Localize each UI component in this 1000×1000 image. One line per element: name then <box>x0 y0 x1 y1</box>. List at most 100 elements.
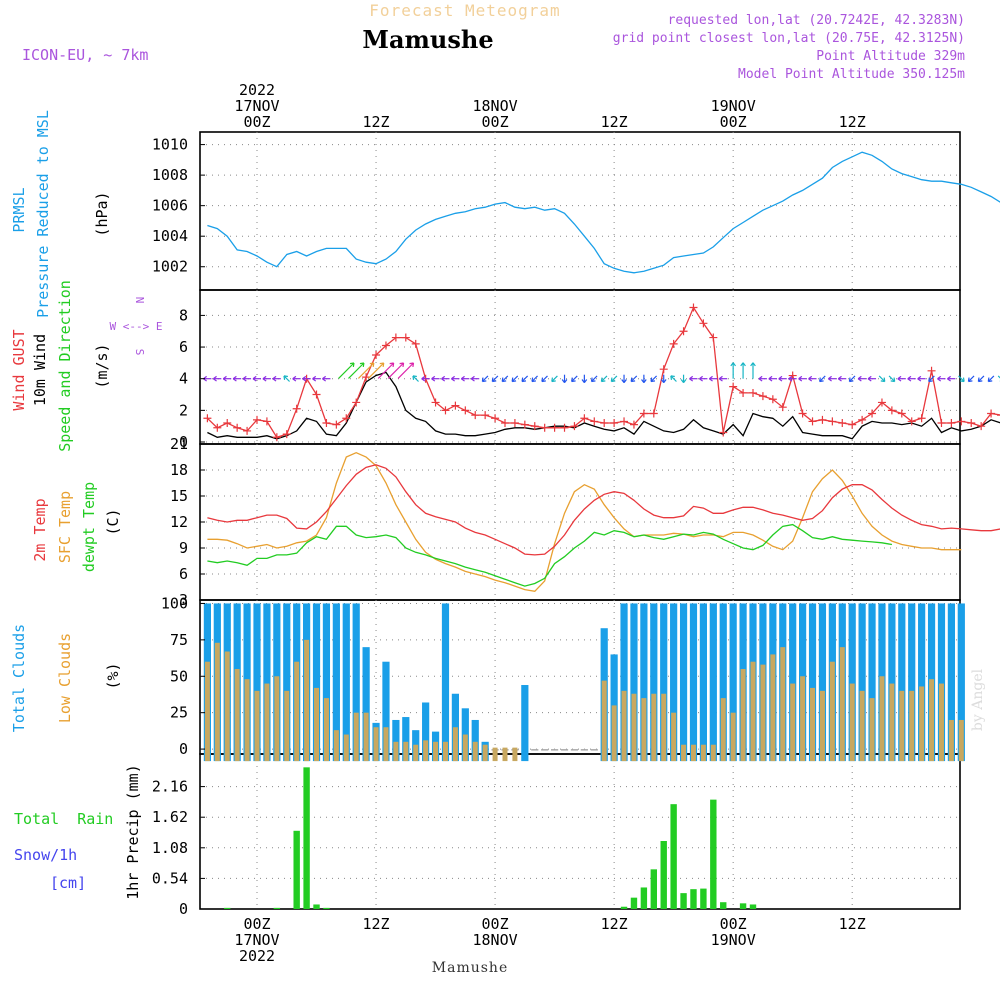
wind-gust-marker <box>927 366 936 375</box>
wind-arrow-head <box>630 377 636 383</box>
wind-gust-label: Wind GUST <box>10 329 28 410</box>
low-clouds-bar <box>661 693 667 762</box>
total-clouds-bar <box>332 603 340 762</box>
wind-arrow-head <box>379 362 385 368</box>
total-clouds-bar <box>521 685 529 762</box>
precip-axis-label: 1hr Precip (mm) <box>124 764 142 899</box>
low-clouds-bar <box>264 683 270 762</box>
wind-gust-marker <box>868 409 877 418</box>
time-label: 12Z <box>839 915 866 933</box>
wind-arrow-head <box>501 377 507 383</box>
low-clouds-bar <box>909 690 915 762</box>
wind-gust-marker <box>739 388 748 397</box>
wind-gust-marker <box>758 392 767 401</box>
wind-gust-marker <box>838 419 847 428</box>
top-title: Forecast Meteogram <box>369 1 560 20</box>
pressure-label: PRMSL <box>10 187 28 232</box>
wind-gust-marker <box>213 423 222 432</box>
rain-bar <box>739 903 747 909</box>
low-clouds-bar <box>482 744 488 762</box>
total-clouds-bar <box>253 603 261 762</box>
wind-direction-arrow <box>521 375 529 382</box>
low-clouds-bar <box>204 661 210 762</box>
time-label: 18NOV <box>473 931 518 949</box>
rain-bar <box>293 830 300 909</box>
wind-gust-marker <box>897 409 906 418</box>
wind-gust-marker <box>223 419 232 428</box>
wind-arrow-head <box>421 375 426 382</box>
low-clouds-bar <box>919 686 925 762</box>
wind-direction-arrow <box>397 362 414 379</box>
low-clouds-bar <box>423 740 429 762</box>
wind-gust-marker <box>937 419 946 428</box>
low-clouds-bar <box>760 664 766 762</box>
low-clouds-bar <box>641 698 647 762</box>
y-tick-label: 1010 <box>152 136 188 154</box>
low-clouds-bar <box>403 741 409 762</box>
wind-arrow-head <box>758 375 763 382</box>
wind-gust-marker <box>629 420 638 429</box>
wind-arrow-head <box>322 375 327 382</box>
low-clouds-bar <box>323 698 329 762</box>
wind-direction-arrow <box>610 375 618 382</box>
wind-direction-arrow <box>571 375 578 382</box>
wind-arrow-head <box>511 377 517 383</box>
low-clouds-bar <box>720 698 726 762</box>
low-clouds-bar <box>631 693 637 762</box>
wind-arrow-head <box>730 362 736 367</box>
wind-gust-marker <box>282 430 291 439</box>
total-rain-label: Total Rain <box>14 810 113 828</box>
wind-arrow-head <box>600 377 606 383</box>
wind-gust-marker <box>243 426 252 435</box>
wind-unit: (m/s) <box>93 343 111 388</box>
wind-gust-marker <box>689 303 698 312</box>
y-tick-label: 0 <box>179 900 188 918</box>
low-clouds-bar <box>234 668 240 762</box>
wind-gust-marker <box>957 417 966 426</box>
wind-arrow-head <box>460 375 465 382</box>
wind-gust-marker <box>332 420 341 429</box>
compass-west-east: W <--> E <box>110 320 163 333</box>
total-clouds-bar <box>531 749 539 751</box>
wind-gust-marker <box>570 422 579 431</box>
wind-arrow-head <box>481 377 487 383</box>
wind-direction-arrow <box>377 362 395 379</box>
wind-arrow-head <box>897 375 902 382</box>
total-clouds-bar <box>947 603 955 762</box>
wind-direction-arrow <box>997 375 1000 379</box>
total-clouds-bar <box>640 603 648 762</box>
wind-direction-arrow <box>541 375 548 382</box>
wind-gust-marker <box>401 333 410 342</box>
low-clouds-bar <box>859 690 865 762</box>
wind-gust-marker <box>719 428 728 437</box>
wind-arrow-head <box>750 362 756 367</box>
low-clouds-bar <box>819 690 825 762</box>
time-label: 2022 <box>239 947 275 965</box>
wind-arrow-head <box>778 375 783 382</box>
wind-direction-arrow <box>481 375 489 382</box>
t2m-line <box>207 464 1000 556</box>
wind-gust-marker <box>372 350 381 359</box>
y-tick-label: 100 <box>161 594 188 612</box>
wind-gust-marker <box>253 415 261 424</box>
total-clouds-bar <box>342 603 350 762</box>
low-clouds-bar <box>710 744 716 762</box>
wind-arrow-head <box>441 375 446 382</box>
wind-direction-arrow <box>928 375 935 382</box>
compass-south: S <box>133 349 146 356</box>
precip-panel-frame <box>199 753 961 910</box>
time-label: 12Z <box>362 113 389 131</box>
wind-gust-marker <box>441 406 450 415</box>
total-clouds-bar <box>670 603 678 762</box>
wind-arrow-head <box>808 375 813 382</box>
total-clouds-bar <box>402 717 410 762</box>
wind-gust-marker <box>233 423 242 432</box>
wind-arrow-head <box>541 377 546 383</box>
total-clouds-bar <box>789 603 797 762</box>
low-clouds-bar <box>869 698 875 762</box>
total-clouds-bar <box>689 603 698 762</box>
low-clouds-bar <box>224 651 230 762</box>
wind-arrow-head <box>359 362 365 368</box>
low-clouds-bar <box>829 661 835 762</box>
snow-label: Snow/1h <box>14 846 77 864</box>
